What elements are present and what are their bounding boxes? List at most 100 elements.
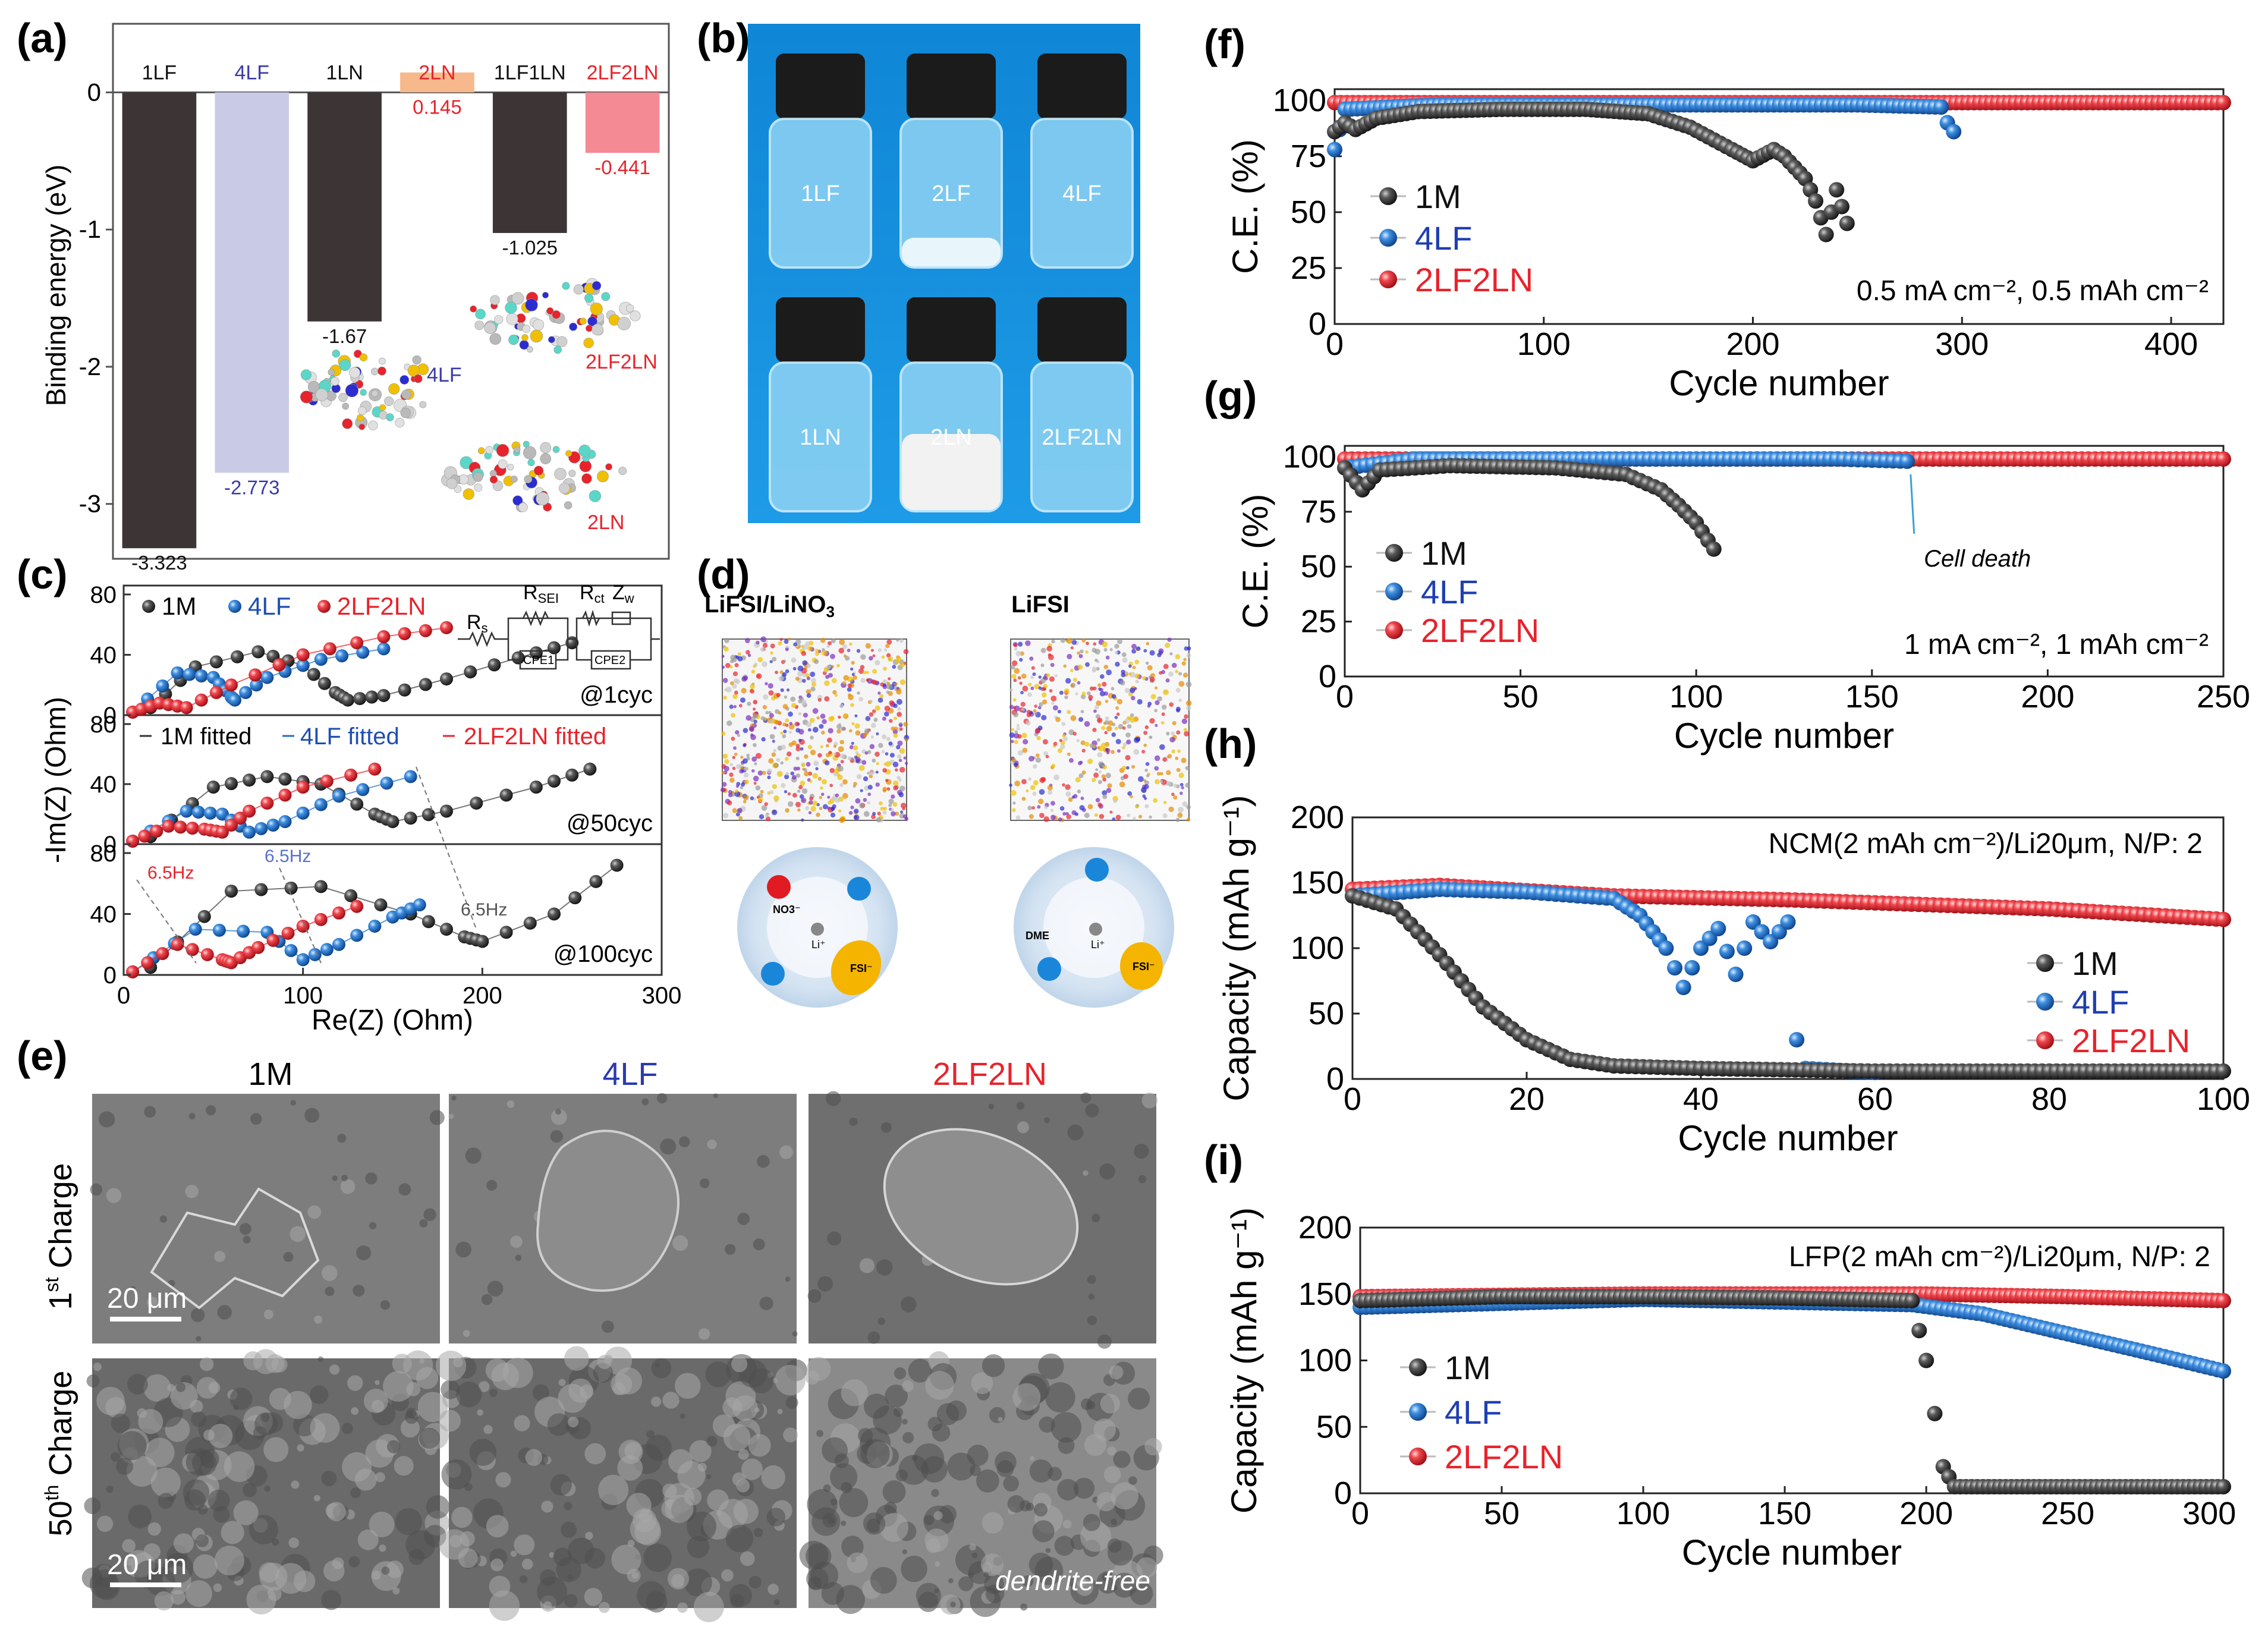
md-atom [1084, 813, 1090, 819]
bar-category-label: 2LF2LN [587, 61, 659, 84]
md-atom [1061, 722, 1066, 726]
md-atom [801, 651, 807, 656]
md-atom [832, 804, 836, 809]
md-atom [799, 697, 804, 701]
point-2LF2LN [440, 621, 453, 634]
sem-texture [481, 1294, 493, 1305]
sem-texture [1144, 1437, 1162, 1456]
md-atom [872, 654, 876, 657]
frequency-guide [279, 867, 322, 964]
atom [401, 389, 411, 399]
vial-body [899, 118, 1003, 269]
md-atom [754, 662, 758, 666]
md-atom [897, 740, 903, 746]
sem-texture [380, 1300, 391, 1310]
md-atom [1114, 643, 1119, 649]
md-atom [816, 812, 820, 817]
md-atom [844, 656, 850, 661]
point-4LF [1780, 914, 1796, 930]
sem-texture [1112, 1572, 1137, 1598]
sem-texture [507, 1100, 515, 1108]
md-atom [1128, 672, 1132, 676]
sem-texture [894, 1367, 907, 1380]
sem-texture [290, 1100, 296, 1106]
equivalent-circuit [458, 609, 660, 670]
plot-frame [1344, 445, 2225, 678]
md-atom [1059, 690, 1064, 695]
sem-texture [816, 1430, 824, 1437]
md-atom [1091, 778, 1096, 782]
md-atom [885, 779, 889, 782]
point-1M [254, 883, 268, 896]
md-atom [809, 797, 813, 801]
md-atom [824, 696, 830, 701]
y-tick-label: 0 [1308, 306, 1326, 342]
atom [589, 490, 602, 502]
md-atom [1102, 794, 1108, 800]
atom [592, 281, 602, 291]
point-4LF [1658, 940, 1674, 956]
sem-texture [662, 1483, 677, 1498]
md-atom [1091, 668, 1096, 673]
sem-texture [243, 1235, 251, 1244]
md-atom [809, 718, 815, 723]
md-atom [1168, 806, 1174, 813]
md-atom [753, 782, 757, 785]
md-atom [743, 728, 748, 734]
sem-texture [288, 1537, 300, 1549]
md-atom [1041, 715, 1047, 720]
sem-texture [870, 1567, 897, 1594]
md-atom [1050, 663, 1055, 668]
md-atom [1081, 748, 1086, 753]
md-atom [847, 687, 852, 692]
sem-texture [650, 1396, 662, 1407]
md-atom [731, 713, 735, 718]
bar-1LN [307, 92, 382, 322]
atom [618, 467, 627, 476]
md-atom [760, 789, 764, 794]
md-atom [1046, 673, 1050, 678]
sem-texture [196, 1377, 219, 1399]
md-atom [900, 810, 904, 814]
sem-texture [884, 1502, 897, 1515]
sem-texture [525, 1449, 543, 1466]
md-atom [759, 814, 765, 820]
md-atom [805, 673, 810, 678]
md-atom [863, 811, 870, 817]
md-atom [1033, 764, 1037, 769]
md-atom [815, 767, 819, 770]
sem-texture [713, 1093, 718, 1099]
sem-texture [984, 1574, 1004, 1594]
md-atom [1114, 716, 1118, 719]
md-atom [770, 643, 775, 649]
md-atom [1012, 706, 1017, 710]
md-atom [1171, 731, 1175, 736]
sem-texture [1017, 1121, 1030, 1134]
md-atom [785, 772, 789, 776]
md-atom [788, 742, 794, 747]
sem-texture [356, 1245, 372, 1261]
point-2LF2LN [185, 822, 199, 835]
md-atom [872, 669, 877, 674]
md-atom [832, 690, 837, 695]
atom [470, 305, 477, 313]
md-atom [1086, 641, 1089, 646]
md-atom [893, 716, 897, 720]
md-atom [762, 704, 767, 710]
sem-texture [543, 1601, 552, 1610]
x-axis-label: Cycle number [1674, 716, 1894, 756]
sem-texture [1093, 1418, 1116, 1441]
y-tick-label: -1 [79, 215, 101, 243]
md-atom [1154, 755, 1160, 762]
md-atom [1181, 661, 1186, 666]
md-atom [1134, 659, 1140, 665]
point-4LF [1719, 943, 1735, 959]
y-tick-label: 0 [103, 832, 117, 858]
md-atom [724, 766, 729, 772]
md-atom [1031, 806, 1035, 810]
md-atom [838, 647, 845, 654]
atom [345, 383, 359, 398]
md-atom [1177, 749, 1181, 753]
